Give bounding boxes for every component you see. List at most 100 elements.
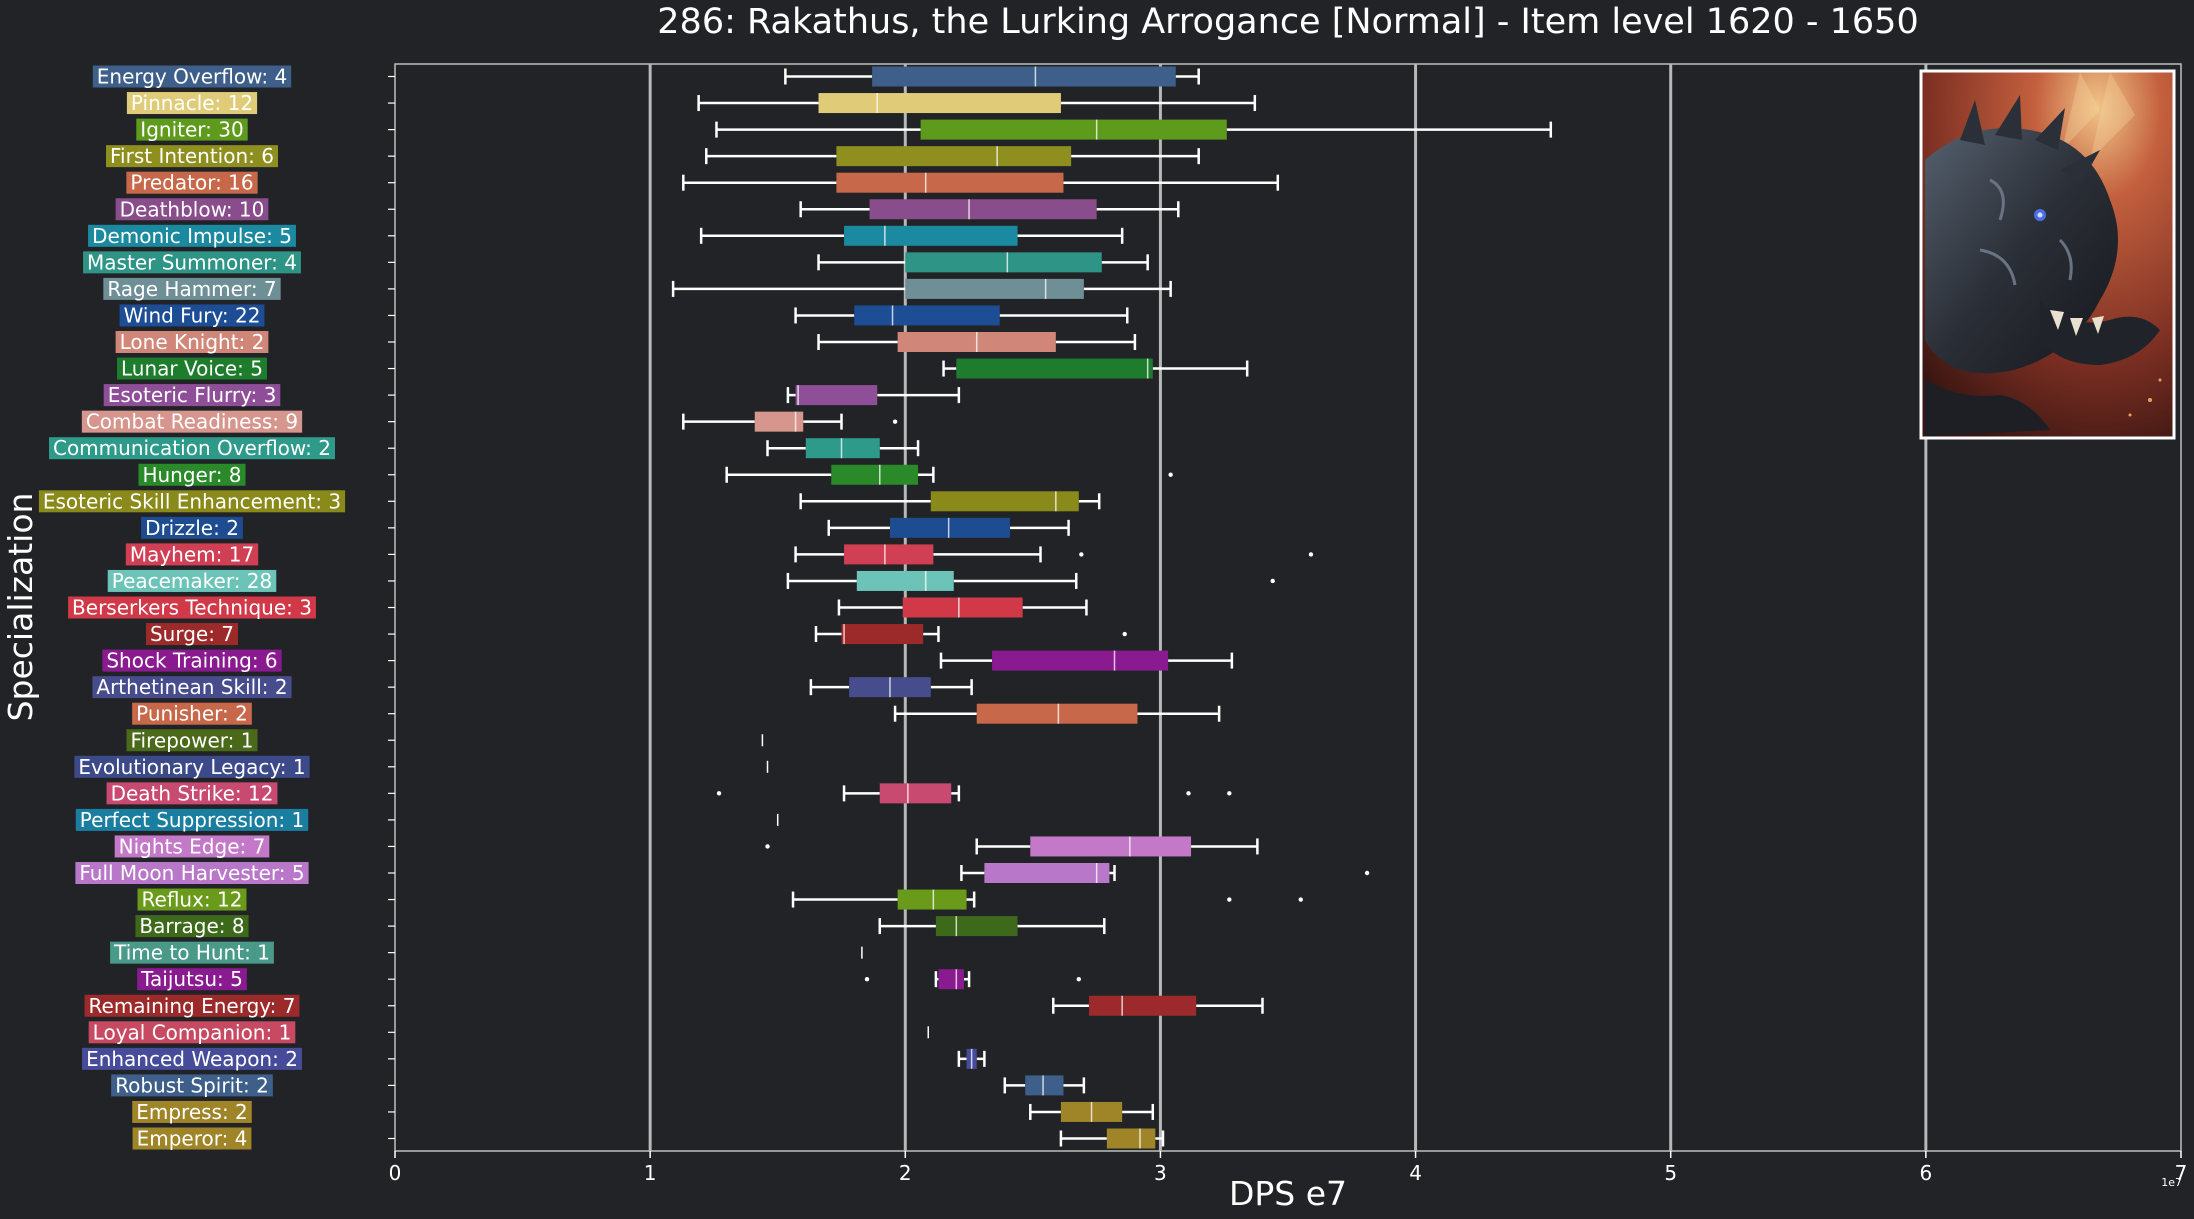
x-axis-label: DPS e7 bbox=[1229, 1174, 1347, 1213]
outlier-point bbox=[892, 419, 898, 424]
iqr-box bbox=[889, 517, 1010, 538]
iqr-box bbox=[844, 544, 934, 565]
category-label-background bbox=[38, 490, 346, 513]
category-label: Emperor: 4 bbox=[132, 1127, 252, 1151]
iqr-box bbox=[920, 119, 1227, 140]
category-label-background bbox=[111, 1074, 273, 1097]
box-plot bbox=[1059, 1128, 1165, 1149]
category-label: Robust Spirit: 2 bbox=[111, 1073, 273, 1097]
box-plot bbox=[837, 597, 1088, 618]
iqr-box bbox=[854, 305, 1000, 326]
category-label-background bbox=[68, 596, 316, 619]
iqr-box bbox=[930, 491, 1079, 512]
dragon-portrait-image bbox=[1919, 69, 2176, 440]
box-plot bbox=[682, 172, 1280, 193]
category-label-text: Pinnacle: 12 bbox=[131, 91, 253, 115]
category-label-text: Emperor: 4 bbox=[137, 1127, 248, 1151]
category-label: Nights Edge: 7 bbox=[114, 834, 270, 858]
outlier-point bbox=[1227, 791, 1232, 796]
iqr-box bbox=[795, 385, 878, 406]
iqr-box bbox=[938, 969, 964, 990]
category-label-background bbox=[145, 623, 239, 646]
iqr-box bbox=[831, 464, 919, 485]
x-tick-label: 2 bbox=[899, 1161, 912, 1185]
outlier-point bbox=[1308, 552, 1314, 557]
iqr-box bbox=[1088, 995, 1197, 1016]
category-label-background bbox=[115, 331, 269, 353]
category-label-text: Full Moon Harvester: 5 bbox=[79, 861, 304, 885]
box-plot bbox=[942, 358, 1249, 379]
x-tick-label: 7 bbox=[2175, 1161, 2188, 1185]
iqr-box bbox=[905, 278, 1084, 299]
chart-title: 286: Rakathus, the Lurking Arrogance [No… bbox=[657, 2, 1918, 42]
category-label: Berserkers Technique: 3 bbox=[68, 596, 316, 620]
outlier-point bbox=[1076, 977, 1081, 982]
category-label: Loyal Companion: 1 bbox=[88, 1020, 296, 1044]
box-plot bbox=[799, 491, 1101, 512]
iqr-box bbox=[897, 889, 967, 910]
category-label: Esoteric Flurry: 3 bbox=[103, 383, 281, 407]
box-plot bbox=[1029, 1101, 1155, 1122]
category-label: Time to Hunt: 1 bbox=[110, 941, 274, 965]
category-label-background bbox=[115, 198, 269, 221]
category-label-text: Arthetinean Skill: 2 bbox=[96, 675, 287, 699]
box-plot bbox=[957, 1048, 986, 1069]
category-label: Energy Overflow: 4 bbox=[92, 65, 292, 89]
box-plot bbox=[725, 464, 1173, 485]
category-label-text: Peacemaker: 28 bbox=[112, 569, 273, 593]
category-label: Death Strike: 12 bbox=[106, 781, 278, 805]
category-label: Evolutionary Legacy: 1 bbox=[74, 755, 310, 779]
box-plot bbox=[794, 305, 1129, 326]
category-label-text: Rage Hammer: 7 bbox=[107, 277, 276, 301]
category-label-background bbox=[92, 676, 292, 699]
x-tick-label: 4 bbox=[1409, 1161, 1422, 1185]
category-label-background bbox=[83, 251, 301, 274]
category-label: Igniter: 30 bbox=[136, 118, 248, 142]
category-label: Wind Fury: 22 bbox=[119, 303, 265, 327]
category-label: First Intention: 6 bbox=[106, 144, 278, 168]
box-plot bbox=[960, 863, 1370, 883]
category-label: Hunger: 8 bbox=[138, 463, 246, 487]
iqr-box bbox=[872, 66, 1176, 87]
box-plot bbox=[878, 916, 1106, 937]
box-plot bbox=[791, 889, 1303, 910]
x-tick-label: 0 bbox=[389, 1161, 402, 1185]
category-label-text: Time to Hunt: 1 bbox=[113, 941, 270, 965]
category-label-background bbox=[92, 65, 292, 88]
box-plot bbox=[814, 624, 1127, 645]
box-plot bbox=[893, 703, 1221, 724]
box-plot bbox=[671, 278, 1172, 299]
category-label-background bbox=[81, 410, 303, 433]
box-plot bbox=[682, 411, 898, 432]
iqr-box bbox=[836, 146, 1072, 167]
iqr-box bbox=[976, 703, 1138, 724]
box-plot bbox=[1052, 995, 1264, 1016]
category-label-text: Energy Overflow: 4 bbox=[97, 65, 287, 89]
category-label-background bbox=[75, 862, 309, 884]
category-label: Punisher: 2 bbox=[132, 702, 252, 726]
category-label-text: Surge: 7 bbox=[150, 622, 234, 646]
outlier-point bbox=[1364, 870, 1370, 876]
box-plot bbox=[786, 385, 961, 406]
outlier-point bbox=[1079, 552, 1084, 557]
category-label-background bbox=[103, 384, 281, 407]
category-label-background bbox=[126, 92, 258, 115]
box-plot bbox=[939, 650, 1234, 671]
iqr-box bbox=[856, 570, 954, 591]
category-label-text: Berserkers Technique: 3 bbox=[72, 596, 312, 620]
category-label-text: Communication Overflow: 2 bbox=[53, 436, 331, 460]
category-label: Taijutsu: 5 bbox=[137, 967, 247, 991]
category-label-text: Combat Readiness: 9 bbox=[86, 410, 298, 434]
category-label-text: Shock Training: 6 bbox=[106, 649, 277, 673]
category-label-background bbox=[137, 968, 247, 991]
category-label: Communication Overflow: 2 bbox=[48, 436, 336, 460]
category-label: Reflux: 12 bbox=[137, 888, 247, 912]
category-label: Lone Knight: 2 bbox=[115, 330, 269, 354]
iqr-box bbox=[956, 358, 1153, 379]
x-axis-ticks: 0 1 2 3 4 5 6 7 bbox=[389, 1151, 2188, 1185]
category-label-background bbox=[74, 755, 310, 778]
category-label-text: Robust Spirit: 2 bbox=[115, 1073, 269, 1097]
category-label-background bbox=[75, 808, 309, 831]
category-label-background bbox=[114, 835, 270, 858]
iqr-box bbox=[844, 225, 1018, 246]
